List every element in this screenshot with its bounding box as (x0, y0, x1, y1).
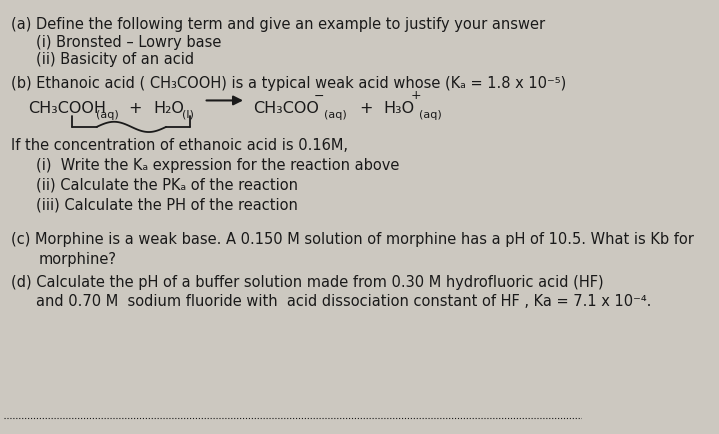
Text: (iii) Calculate the PH of the reaction: (iii) Calculate the PH of the reaction (36, 197, 298, 211)
Text: (aq): (aq) (419, 110, 442, 120)
Text: (c) Morphine is a weak base. A 0.150 M solution of morphine has a pH of 10.5. Wh: (c) Morphine is a weak base. A 0.150 M s… (11, 231, 694, 247)
Text: (aq): (aq) (324, 110, 347, 120)
Text: −: − (313, 89, 324, 102)
Text: (i)  Write the Kₐ expression for the reaction above: (i) Write the Kₐ expression for the reac… (36, 158, 399, 172)
Text: If the concentration of ethanoic acid is 0.16M,: If the concentration of ethanoic acid is… (11, 138, 348, 153)
Text: (aq): (aq) (96, 110, 119, 120)
Text: morphine?: morphine? (39, 251, 117, 266)
Text: H₂O: H₂O (153, 101, 184, 116)
Text: and 0.70 M  sodium fluoride with  acid dissociation constant of HF , Ka = 7.1 x : and 0.70 M sodium fluoride with acid dis… (36, 294, 651, 309)
Text: H₃O: H₃O (383, 101, 415, 116)
Text: (i) Bronsted – Lowry base: (i) Bronsted – Lowry base (36, 35, 221, 50)
Text: +: + (360, 101, 372, 116)
Text: CH₃COOH: CH₃COOH (29, 101, 106, 116)
Text: (b) Ethanoic acid ( CH₃COOH) is a typical weak acid whose (Kₐ = 1.8 x 10⁻⁵): (b) Ethanoic acid ( CH₃COOH) is a typica… (11, 76, 567, 91)
Text: CH₃COO: CH₃COO (253, 101, 319, 116)
Text: (ii) Calculate the PKₐ of the reaction: (ii) Calculate the PKₐ of the reaction (36, 177, 298, 192)
Text: (d) Calculate the pH of a buffer solution made from 0.30 M hydrofluoric acid (HF: (d) Calculate the pH of a buffer solutio… (11, 274, 604, 289)
Text: +: + (129, 101, 142, 116)
Text: (ii) Basicity of an acid: (ii) Basicity of an acid (36, 52, 194, 67)
Text: (l): (l) (182, 110, 193, 120)
Text: (a) Define the following term and give an example to justify your answer: (a) Define the following term and give a… (11, 17, 545, 32)
Text: +: + (410, 89, 421, 102)
